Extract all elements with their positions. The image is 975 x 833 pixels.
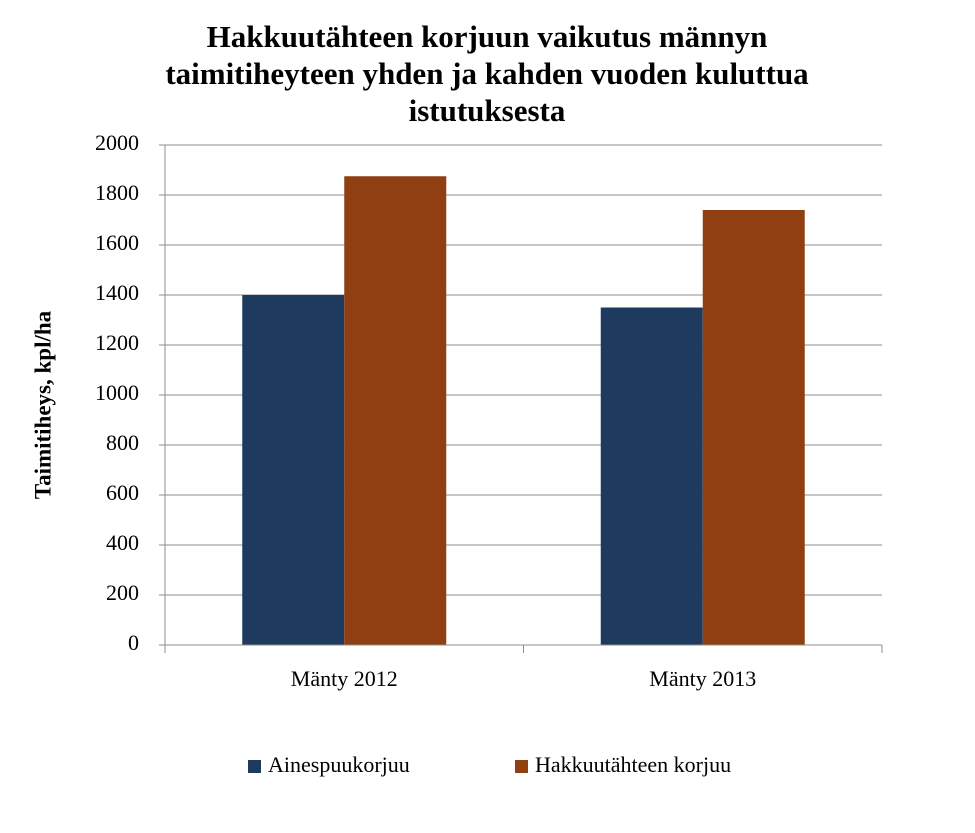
bar (344, 176, 447, 645)
legend-swatch (515, 760, 528, 773)
x-tick-label: Mänty 2013 (649, 666, 756, 691)
y-tick-label: 1000 (95, 380, 139, 405)
x-tick-label: Mänty 2012 (291, 666, 398, 691)
bar (242, 295, 345, 645)
y-tick-label: 600 (106, 480, 139, 505)
y-tick-label: 400 (106, 530, 139, 555)
y-tick-label: 200 (106, 580, 139, 605)
legend-label: Hakkuutähteen korjuu (535, 752, 731, 777)
y-tick-label: 1400 (95, 280, 139, 305)
y-tick-label: 800 (106, 430, 139, 455)
chart-title: Hakkuutähteen korjuun vaikutus männyn ta… (165, 19, 809, 128)
y-tick-label: 2000 (95, 130, 139, 155)
bar (702, 210, 805, 645)
y-tick-label: 0 (128, 630, 139, 655)
y-tick-label: 1200 (95, 330, 139, 355)
bar (600, 307, 703, 645)
y-tick-label: 1600 (95, 230, 139, 255)
legend-label: Ainespuukorjuu (268, 752, 410, 777)
y-tick-label: 1800 (95, 180, 139, 205)
legend-swatch (248, 760, 261, 773)
y-axis-label: Taimitiheys, kpl/ha (30, 310, 55, 499)
